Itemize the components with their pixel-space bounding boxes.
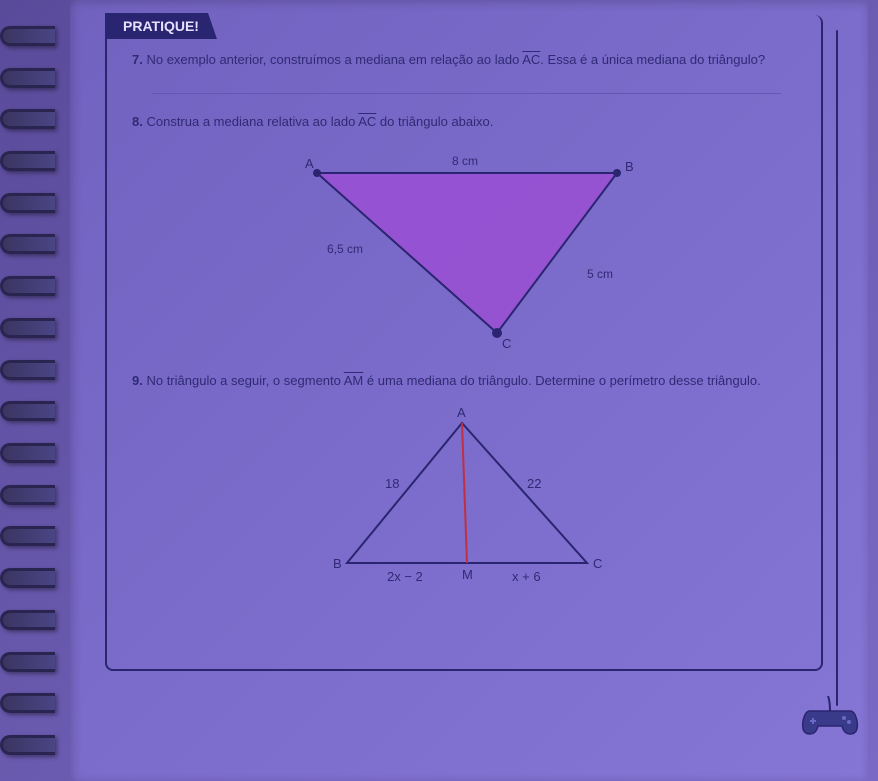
q8-vertex-c: [492, 328, 502, 338]
q9-side-bm: 2x − 2: [387, 569, 423, 584]
q9-side-mc: x + 6: [512, 569, 541, 584]
content-frame: PRATIQUE! 7. No exemplo anterior, constr…: [105, 15, 823, 671]
section-tab: PRATIQUE!: [105, 13, 217, 39]
tab-label: PRATIQUE!: [123, 18, 199, 34]
q8-number: 8.: [132, 114, 143, 129]
spiral-ring: [0, 360, 55, 380]
q7-segment: AC: [522, 52, 540, 67]
q8-part-b: do triângulo abaixo.: [376, 114, 493, 129]
spiral-ring: [0, 610, 55, 630]
q9-text: 9. No triângulo a seguir, o segmento AM …: [132, 371, 801, 391]
q8-label-c: C: [502, 336, 511, 351]
spiral-ring: [0, 234, 55, 254]
q8-side-ab: 8 cm: [452, 154, 478, 168]
spiral-ring: [0, 109, 55, 129]
q9-label-a: A: [457, 405, 466, 420]
q7-part-b: . Essa é a única mediana do triângulo?: [540, 52, 765, 67]
q9-number: 9.: [132, 373, 143, 388]
q9-median-line: [462, 423, 467, 563]
q9-label-c: C: [593, 556, 602, 571]
notebook-page: PRATIQUE! 7. No exemplo anterior, constr…: [70, 0, 868, 781]
q8-vertex-a: [313, 169, 321, 177]
q8-segment: AC: [358, 114, 376, 129]
q8-side-bc: 5 cm: [587, 267, 613, 281]
spiral-ring: [0, 26, 55, 46]
spiral-ring: [0, 526, 55, 546]
spiral-ring: [0, 318, 55, 338]
q9-label-m: M: [462, 567, 473, 582]
q7-number: 7.: [132, 52, 143, 67]
answer-line: [152, 80, 781, 94]
q9-side-ac: 22: [527, 476, 541, 491]
spiral-ring: [0, 568, 55, 588]
q8-vertex-b: [613, 169, 621, 177]
spiral-ring: [0, 693, 55, 713]
q9-side-ab: 18: [385, 476, 399, 491]
question-7: 7. No exemplo anterior, construímos a me…: [132, 50, 801, 94]
q8-text: 8. Construa a mediana relativa ao lado A…: [132, 112, 801, 132]
q8-triangle-svg: A B C 8 cm 6,5 cm 5 cm: [257, 143, 677, 353]
spiral-ring: [0, 485, 55, 505]
q7-text: 7. No exemplo anterior, construímos a me…: [132, 50, 801, 70]
spiral-ring: [0, 276, 55, 296]
spiral-ring: [0, 652, 55, 672]
question-9: 9. No triângulo a seguir, o segmento AM …: [132, 371, 801, 593]
spiral-binding: [0, 0, 70, 781]
q9-part-a: No triângulo a seguir, o segmento: [146, 373, 343, 388]
spiral-ring: [0, 735, 55, 755]
spiral-ring: [0, 401, 55, 421]
spiral-ring: [0, 151, 55, 171]
spiral-ring: [0, 68, 55, 88]
q9-label-b: B: [333, 556, 342, 571]
q8-side-ac: 6,5 cm: [327, 242, 363, 256]
q7-part-a: No exemplo anterior, construímos a media…: [146, 52, 522, 67]
q9-figure: A B C M 18 22 2x − 2 x + 6: [132, 403, 801, 593]
q9-part-b: é uma mediana do triângulo. Determine o …: [363, 373, 760, 388]
q8-part-a: Construa a mediana relativa ao lado: [146, 114, 358, 129]
content-area: 7. No exemplo anterior, construímos a me…: [107, 15, 821, 631]
q9-segment: AM: [344, 373, 364, 388]
q8-label-b: B: [625, 159, 634, 174]
margin-line: [836, 30, 838, 706]
q8-figure: A B C 8 cm 6,5 cm 5 cm: [132, 143, 801, 353]
spiral-ring: [0, 193, 55, 213]
game-controller-icon: [800, 696, 860, 736]
q9-triangle-svg: A B C M 18 22 2x − 2 x + 6: [287, 403, 647, 593]
spiral-ring: [0, 443, 55, 463]
question-8: 8. Construa a mediana relativa ao lado A…: [132, 112, 801, 354]
q8-label-a: A: [305, 156, 314, 171]
